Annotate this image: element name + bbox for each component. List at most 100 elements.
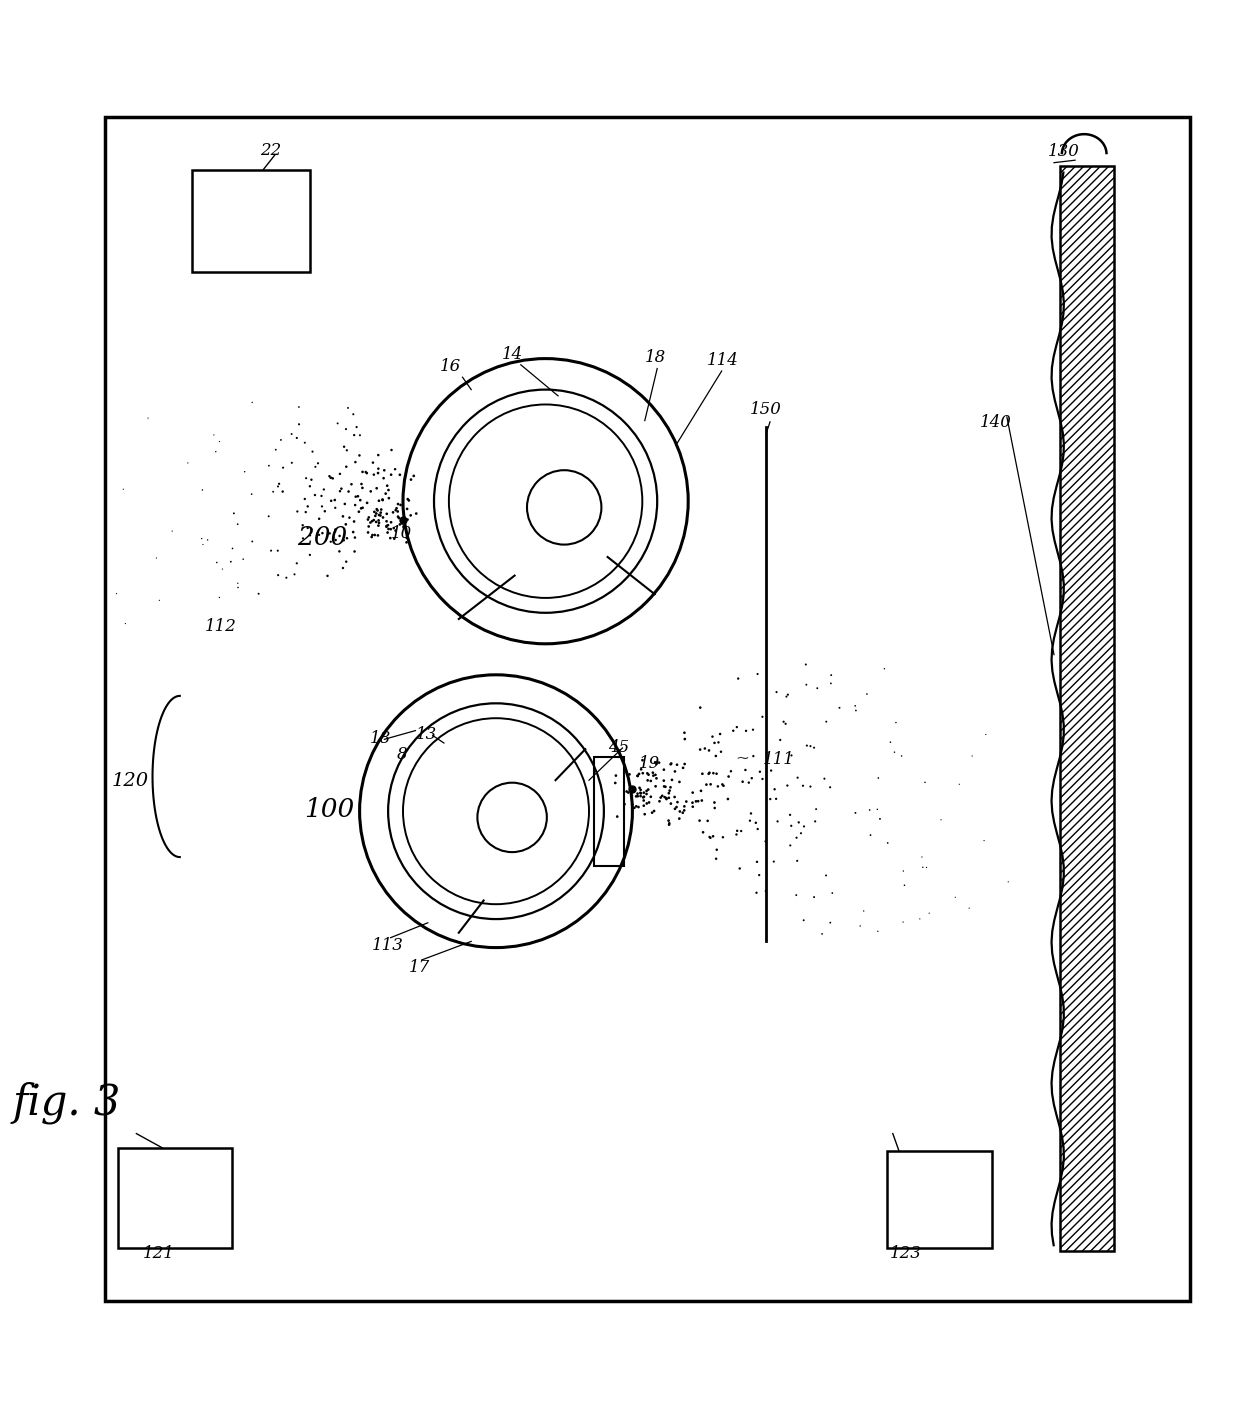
Text: 17: 17 xyxy=(409,960,430,977)
Point xyxy=(210,587,229,609)
Point xyxy=(388,506,408,528)
Point xyxy=(686,790,706,813)
Point xyxy=(321,466,341,488)
Point xyxy=(704,792,724,815)
Point xyxy=(404,464,424,487)
Point xyxy=(362,524,382,547)
Point xyxy=(309,507,329,530)
Point xyxy=(378,521,398,544)
Point xyxy=(636,779,656,802)
Point xyxy=(703,725,723,748)
Point xyxy=(698,809,718,832)
Point xyxy=(295,431,315,454)
Text: 10: 10 xyxy=(391,525,412,543)
Point xyxy=(910,907,930,930)
Point xyxy=(859,799,879,822)
Point xyxy=(407,503,427,525)
Point xyxy=(368,461,388,484)
Point xyxy=(916,856,936,879)
Point xyxy=(675,799,694,822)
Point xyxy=(371,501,391,524)
Point xyxy=(692,789,712,812)
Bar xyxy=(594,756,624,866)
Point xyxy=(206,440,226,463)
Point xyxy=(162,520,182,543)
Point xyxy=(365,524,384,547)
Bar xyxy=(105,117,1190,1302)
Point xyxy=(379,487,399,510)
Point xyxy=(325,520,345,543)
Point xyxy=(733,770,753,793)
Point xyxy=(358,506,378,528)
Point xyxy=(791,822,811,844)
Point xyxy=(644,762,663,785)
Point xyxy=(950,773,970,796)
Point xyxy=(699,762,719,785)
Point xyxy=(619,782,639,805)
Point xyxy=(366,503,386,525)
Point xyxy=(630,776,650,799)
Point xyxy=(351,488,371,511)
Point xyxy=(770,729,790,752)
Point xyxy=(321,530,341,553)
Point xyxy=(281,451,301,474)
Point xyxy=(667,753,687,776)
Point xyxy=(249,582,269,605)
Point xyxy=(373,506,393,528)
Point xyxy=(320,523,340,545)
Text: 120: 120 xyxy=(112,772,149,790)
Point xyxy=(691,696,711,719)
Point xyxy=(113,478,133,501)
Point xyxy=(289,413,309,436)
Point xyxy=(365,500,384,523)
Point xyxy=(976,723,996,746)
Text: 8: 8 xyxy=(397,746,408,763)
Point xyxy=(697,773,717,796)
Point xyxy=(357,461,377,484)
Point xyxy=(708,775,728,797)
Point xyxy=(394,508,414,531)
Point xyxy=(268,540,288,562)
Point xyxy=(634,782,653,805)
Point xyxy=(748,662,768,685)
Point xyxy=(605,772,625,795)
Point xyxy=(656,786,676,809)
Point xyxy=(675,728,694,750)
Point xyxy=(293,527,312,550)
Point xyxy=(692,762,712,785)
Point xyxy=(641,769,661,792)
Point xyxy=(345,494,365,517)
Point xyxy=(746,812,766,834)
Point xyxy=(386,498,405,521)
Point xyxy=(742,802,761,824)
Point xyxy=(624,778,644,800)
Point xyxy=(361,511,381,534)
Point xyxy=(637,792,657,815)
Point xyxy=(179,451,198,474)
Point xyxy=(317,564,337,587)
Point xyxy=(878,832,898,854)
Point xyxy=(273,456,293,478)
Point xyxy=(268,476,288,498)
Text: 13: 13 xyxy=(415,726,436,743)
Point xyxy=(358,508,378,531)
Point xyxy=(854,900,874,923)
Point xyxy=(277,567,296,590)
Point xyxy=(781,815,801,837)
Point xyxy=(880,731,900,753)
Point xyxy=(631,785,651,807)
Text: 19: 19 xyxy=(639,755,660,772)
Point xyxy=(228,513,248,535)
Point xyxy=(388,500,408,523)
Point xyxy=(234,460,254,483)
Point xyxy=(228,572,248,595)
Point xyxy=(706,745,725,768)
Point xyxy=(861,823,880,846)
Point xyxy=(308,451,327,474)
Point xyxy=(641,786,661,809)
Point xyxy=(655,786,675,809)
Point xyxy=(298,517,317,540)
Point xyxy=(146,547,166,570)
Point xyxy=(673,802,693,824)
Point xyxy=(381,511,401,534)
